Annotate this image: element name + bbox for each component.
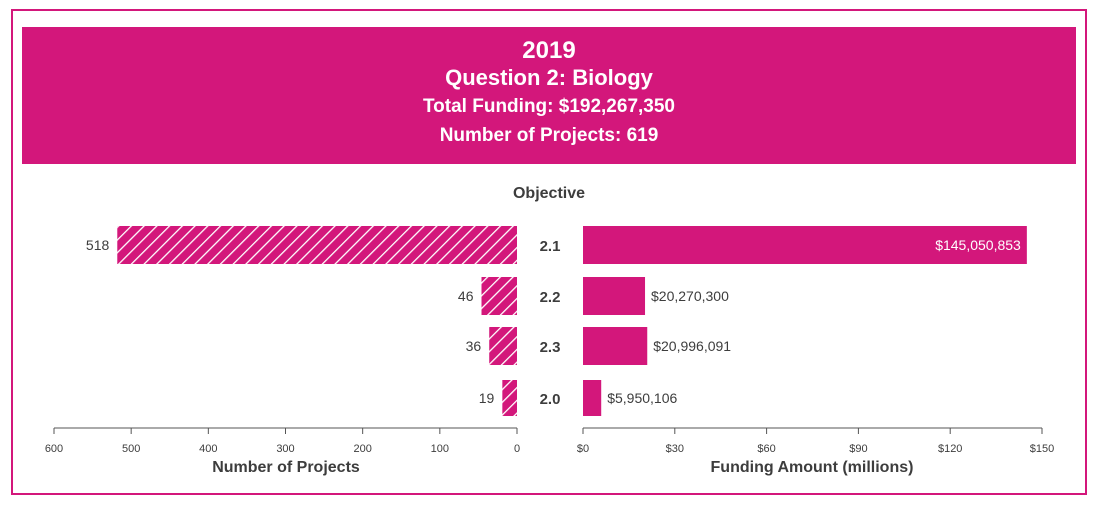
funding-bar-2-0 (583, 380, 602, 416)
chart-year: 2019 (522, 37, 576, 64)
projects-value-label: 518 (86, 237, 110, 253)
funding-bar-2-2 (583, 277, 646, 315)
funding-value-label: $5,950,106 (607, 390, 677, 406)
funding-tick-label: $0 (577, 443, 589, 455)
projects-tick-label: 0 (514, 443, 520, 455)
number-of-projects-text: Number of Projects: 619 (439, 125, 659, 146)
chart-subtitle: Question 2: Biology (445, 65, 653, 90)
title-banner: 2019 Question 2: Biology Total Funding: … (22, 27, 1076, 164)
funding-value-label: $20,270,300 (651, 288, 729, 304)
projects-bar-2-0 (502, 380, 517, 416)
category-label: 2.3 (540, 339, 561, 356)
category-label: 2.2 (540, 289, 561, 306)
funding-value-label: $145,050,853 (935, 237, 1021, 253)
projects-tick-label: 500 (122, 443, 140, 455)
projects-tick-label: 100 (431, 443, 449, 455)
projects-bar-2-3 (489, 327, 517, 365)
projects-tick-label: 200 (353, 443, 371, 455)
funding-bar-2-3 (583, 327, 648, 365)
projects-bar-2-1 (117, 226, 517, 264)
projects-value-label: 19 (479, 390, 495, 406)
projects-value-label: 36 (466, 338, 482, 354)
category-label: 2.0 (540, 391, 561, 408)
projects-tick-label: 600 (45, 443, 63, 455)
projects-bar-2-2 (481, 277, 517, 315)
category-label: 2.1 (540, 238, 561, 255)
projects-axis-title: Number of Projects (212, 459, 360, 476)
funding-tick-label: $60 (757, 443, 775, 455)
projects-value-label: 46 (458, 288, 474, 304)
funding-tick-label: $120 (938, 443, 962, 455)
chart-frame (11, 9, 1087, 495)
projects-tick-label: 300 (276, 443, 294, 455)
projects-tick-label: 400 (199, 443, 217, 455)
category-axis-title: Objective (513, 185, 585, 202)
funding-bar-2-1 (583, 226, 1027, 264)
total-funding-text: Total Funding: $192,267,350 (422, 96, 675, 117)
funding-axis-title: Funding Amount (millions) (711, 459, 914, 476)
funding-tick-label: $90 (849, 443, 867, 455)
funding-value-label: $20,996,091 (653, 338, 731, 354)
funding-tick-label: $150 (1030, 443, 1054, 455)
funding-tick-label: $30 (666, 443, 684, 455)
